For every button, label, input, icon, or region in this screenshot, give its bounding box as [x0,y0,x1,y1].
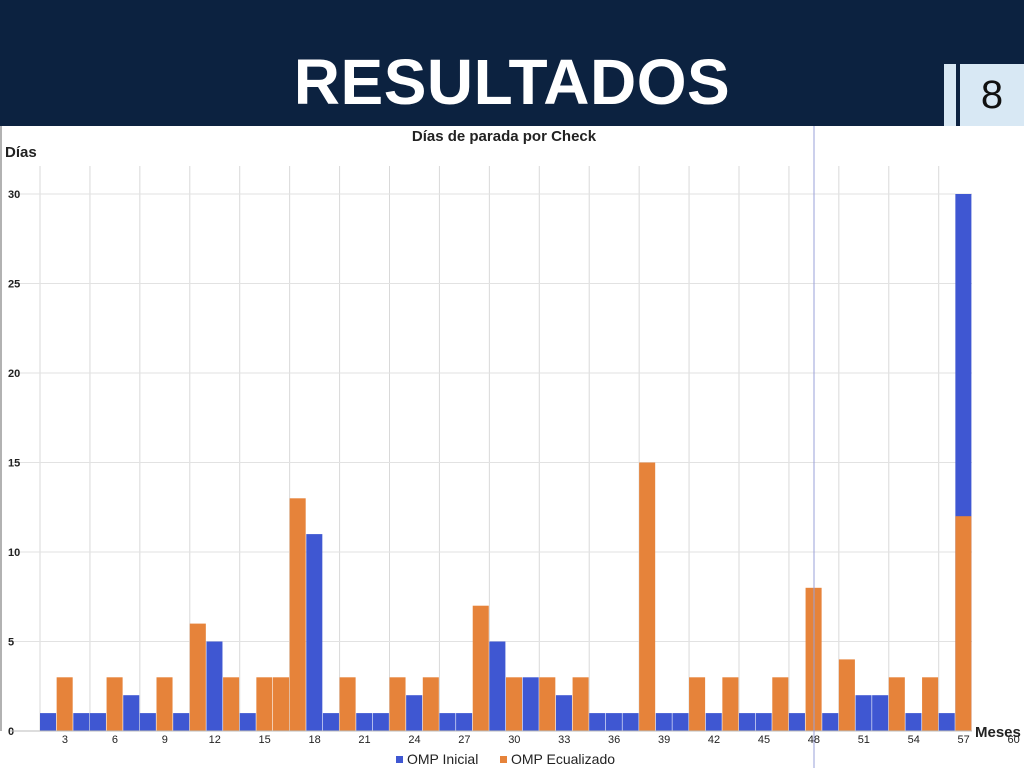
bar [472,605,489,731]
bar [322,713,339,731]
bar [389,677,406,731]
bar [739,713,756,731]
y-tick-label: 10 [8,547,20,559]
x-tick-label: 3 [62,734,68,746]
bar [506,677,523,731]
bar [206,641,223,731]
bar [56,677,73,731]
bar [772,677,789,731]
chart-container: 0 5 10 15 20 25 30 3 6 9 12 15 18 21 24 27 30 33 36 39 42 45 4… [0,126,1024,768]
x-tick-label: 27 [458,734,470,746]
bar [539,677,556,731]
bar-series [40,194,972,731]
bar [73,713,90,731]
bar [788,713,805,731]
bar [755,713,772,731]
x-tick-label: 12 [209,734,221,746]
bar [522,677,539,731]
bar [888,677,905,731]
bar [139,713,156,731]
bar [922,677,939,731]
x-tick-label: 51 [858,734,870,746]
x-tick-label: 6 [112,734,118,746]
page-number-accent [944,64,956,126]
y-tick-label: 15 [8,458,20,470]
bar [256,677,273,731]
x-tick-label: 15 [259,734,271,746]
bar [372,713,389,731]
legend-swatch [396,756,403,763]
bar [872,695,889,731]
bar [223,677,240,731]
bar-overlay [955,516,972,731]
bar [156,677,173,731]
bar [40,713,57,731]
bar [639,462,656,731]
x-tick-label: 60 [1007,734,1019,746]
bar [705,713,722,731]
y-tick-label: 5 [8,637,14,649]
x-tick-label: 24 [408,734,420,746]
bar [339,677,356,731]
bar [489,641,506,731]
x-tick-label: 9 [162,734,168,746]
bar [722,677,739,731]
page-number-badge: 8 [960,64,1024,126]
y-tick-label: 30 [8,189,20,201]
bar [672,713,689,731]
x-axis-label: Meses [975,724,1021,741]
y-tick-label: 25 [8,279,20,291]
bar [189,623,206,731]
bar [822,713,839,731]
chart-title: Días de parada por Check [412,128,597,145]
bar [838,659,855,731]
bar [422,677,439,731]
bar [89,713,106,731]
x-tick-label: 54 [908,734,920,746]
bar [306,534,323,731]
legend-label: OMP Inicial [407,751,478,767]
x-tick-label: 57 [958,734,970,746]
slide-title: RESULTADOS [293,46,731,118]
bar [356,713,373,731]
y-tick-label: 20 [8,368,20,380]
y-axis-label: Días [5,144,37,161]
bar [106,677,123,731]
bar [555,695,572,731]
x-tick-label: 30 [508,734,520,746]
bar [123,695,140,731]
bar [689,677,706,731]
bar [173,713,190,731]
bar [456,713,473,731]
y-tick-label: 0 [8,726,14,738]
x-tick-label: 45 [758,734,770,746]
bar [273,677,290,731]
chart-background [0,126,1024,768]
bar [439,713,456,731]
x-tick-label: 39 [658,734,670,746]
bar [239,713,256,731]
bar [855,695,872,731]
bar [622,713,639,731]
x-tick-label: 21 [358,734,370,746]
slide-header [0,0,1024,126]
bar [655,713,672,731]
bar [905,713,922,731]
bar [289,498,306,731]
chart-legend: OMP Inicial OMP Ecualizado [396,751,615,767]
bar [938,713,955,731]
x-tick-label: 36 [608,734,620,746]
x-tick-label: 48 [808,734,820,746]
legend-swatch [500,756,507,763]
x-tick-label: 18 [308,734,320,746]
legend-label: OMP Ecualizado [511,751,615,767]
bar [605,713,622,731]
x-tick-label: 33 [558,734,570,746]
bar [589,713,606,731]
bar [572,677,589,731]
x-tick-label: 42 [708,734,720,746]
bar [406,695,423,731]
